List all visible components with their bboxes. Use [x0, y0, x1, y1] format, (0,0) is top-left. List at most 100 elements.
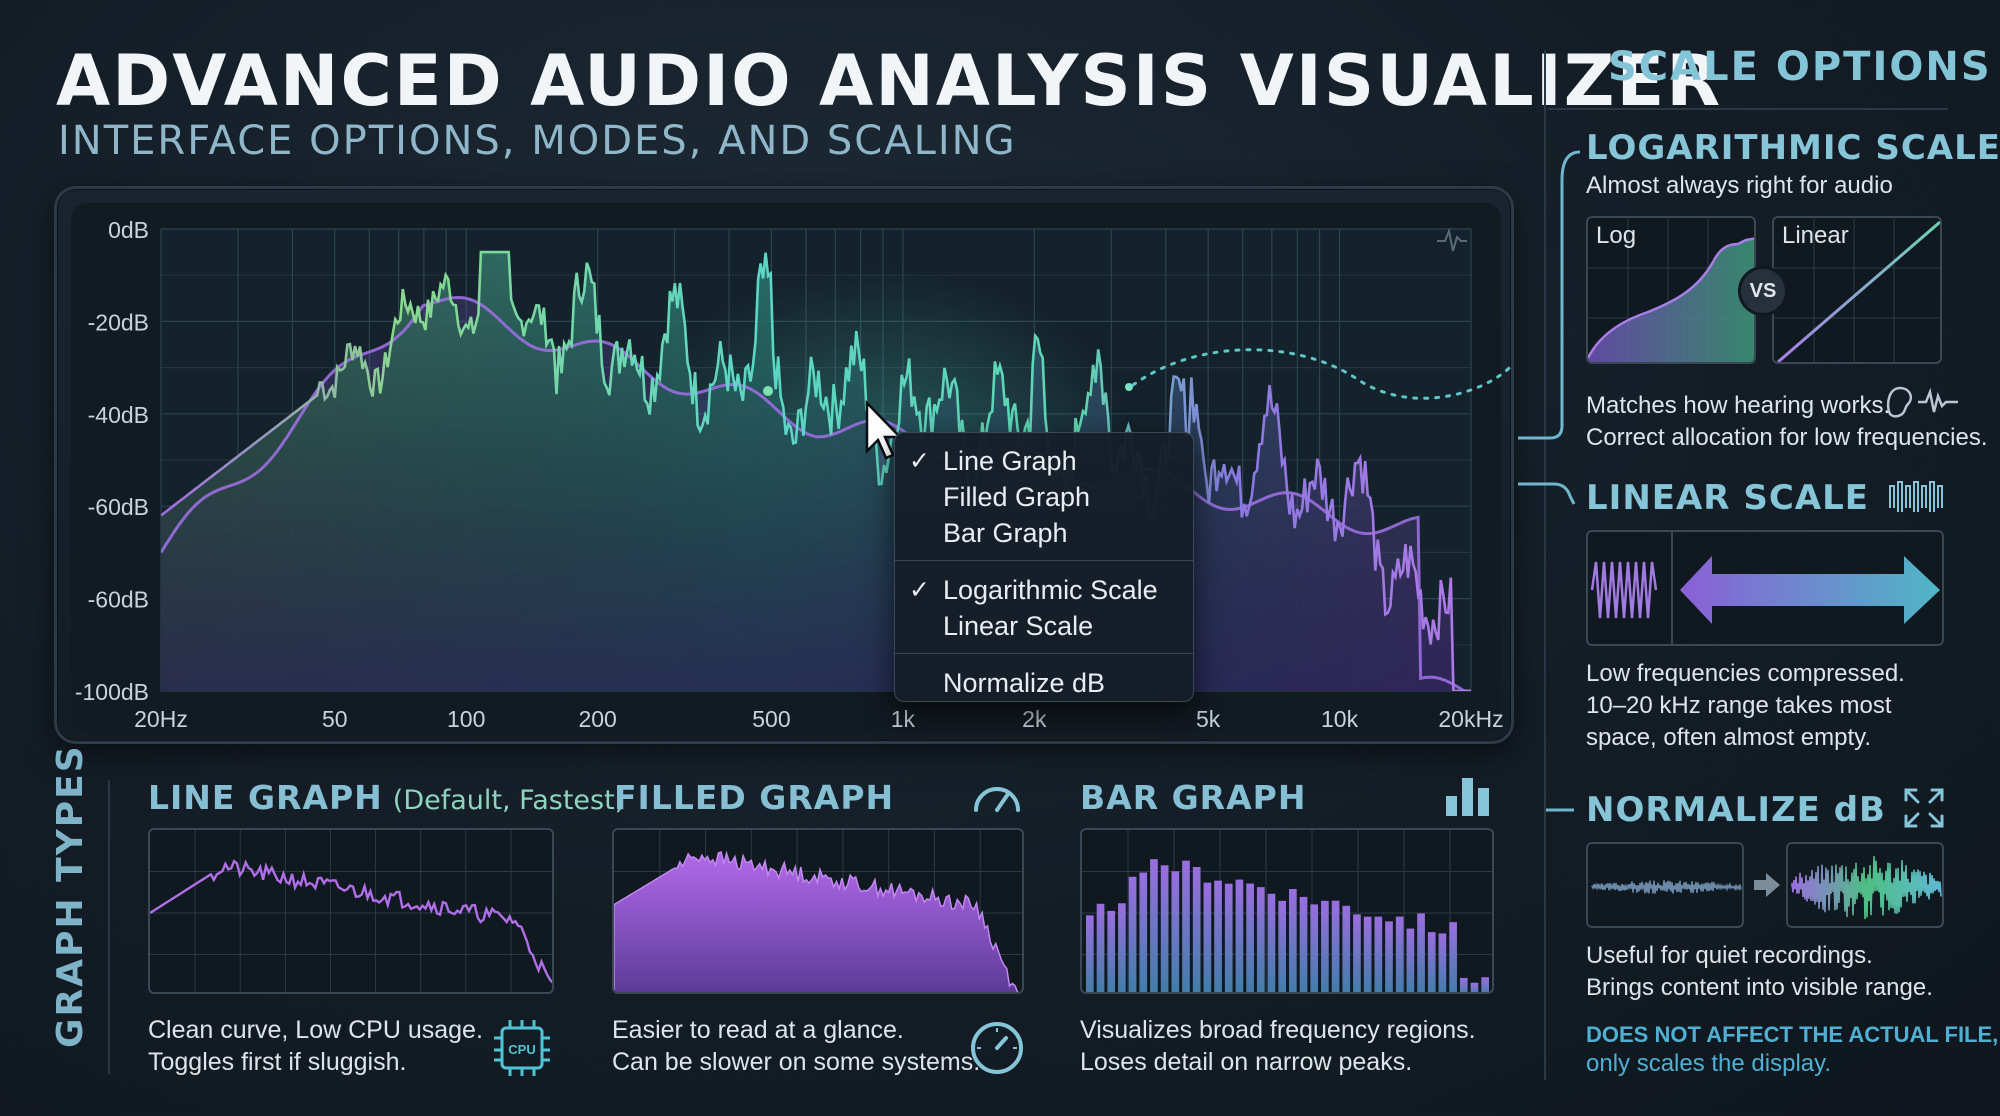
spectrum-plot: 0dB -20dB -40dB -60dB -60dB -100dB 20Hz 50 100 2… [71, 203, 1511, 733]
page-title: ADVANCED AUDIO ANALYSIS VISUALIZER [56, 40, 1723, 122]
check-icon: ✓ [909, 576, 930, 604]
filled-graph-desc: Easier to read at a glance. Can be slower… [612, 1016, 981, 1076]
mini-bar [1353, 914, 1361, 992]
linear-label: Linear [1782, 222, 1849, 249]
spectrum-analyzer[interactable]: 0dB -20dB -40dB -60dB -60dB -100dB 20Hz 50 100 2… [54, 186, 1514, 744]
stopwatch-icon [968, 1016, 1026, 1076]
mini-bar [1449, 922, 1457, 992]
mini-bar [1256, 887, 1265, 992]
y-tick-label: -40dB [88, 402, 149, 428]
mini-bar [1481, 977, 1489, 992]
arrow-right-icon [1752, 870, 1782, 900]
mini-bar [1267, 893, 1276, 992]
mini-bar [1342, 905, 1351, 992]
line-graph-preview[interactable] [148, 828, 554, 994]
mini-bar [1278, 900, 1286, 992]
mini-bar [1214, 880, 1222, 992]
mini-bar [1363, 916, 1372, 992]
line-graph-desc: Clean curve, Low CPU usage. Toggles first… [148, 1016, 483, 1076]
graph-types-label: GRAPH TYPES [50, 744, 91, 1048]
scale-options-rule [1548, 108, 1948, 110]
log-label: Log [1596, 222, 1637, 249]
mini-bar [1128, 876, 1137, 992]
linear-preview: Linear [1772, 216, 1942, 364]
bar-graph-desc: Visualizes broad frequency regions. Loses… [1080, 1016, 1476, 1076]
cpu-icon: CPU [492, 1020, 552, 1076]
mini-bar [1459, 977, 1468, 992]
speedometer-icon [970, 776, 1024, 816]
graph-types-divider [108, 780, 110, 1074]
x-tick-label: 50 [322, 706, 348, 732]
log-scale-subtitle: Almost always right for audio [1586, 172, 1893, 199]
log-scale-title: LOGARITHMIC SCALE [1586, 128, 2000, 168]
expand-icon [1902, 786, 1946, 830]
mini-bar [1107, 910, 1116, 992]
menu-item-bar-graph[interactable]: Bar Graph [943, 518, 1068, 548]
mini-bar [1160, 865, 1169, 992]
mini-bar [1235, 879, 1244, 992]
menu-item-linear-scale[interactable]: Linear Scale [943, 611, 1094, 641]
mini-bar [1470, 982, 1479, 992]
line-graph-preview-svg [150, 830, 552, 992]
mini-bar [1395, 916, 1404, 992]
check-icon: ✓ [909, 447, 930, 475]
x-tick-label: 1k [891, 706, 916, 732]
x-tick-label: 20kHz [1438, 706, 1503, 732]
y-tick-label: -20dB [88, 309, 149, 335]
x-tick-label: 200 [578, 706, 616, 732]
menu-item-logarithmic-scale[interactable]: ✓ Logarithmic Scale [895, 572, 1193, 608]
svg-text:CPU: CPU [508, 1042, 535, 1057]
linear-scale-preview [1586, 530, 1944, 646]
y-tick-label: 0dB [108, 217, 149, 243]
mini-bar [1086, 915, 1094, 992]
waveform-icon [1888, 478, 1944, 516]
mini-bar [1246, 883, 1254, 992]
filled-graph-preview-svg [614, 830, 1022, 992]
scale-options-title: SCALE OPTIONS [1608, 44, 1992, 90]
filled-graph-title: FILLED GRAPH [614, 778, 895, 817]
x-tick-label: 100 [447, 706, 485, 732]
filled-graph-preview[interactable] [612, 828, 1024, 994]
scale-bracket-lines [1518, 150, 1581, 812]
mini-bar [1139, 872, 1148, 992]
mini-bar [1118, 903, 1126, 992]
x-tick-label: 20Hz [134, 706, 188, 732]
menu-separator [895, 653, 1193, 654]
normalize-title: NORMALIZE dB [1586, 790, 1886, 830]
mini-bar [1224, 883, 1233, 992]
bar-graph-title: BAR GRAPH [1080, 778, 1307, 817]
ear-icon [1884, 384, 1960, 420]
mini-bar [1427, 932, 1436, 992]
mini-bar [1299, 896, 1308, 992]
log-preview: Log [1586, 216, 1756, 364]
menu-separator [895, 560, 1193, 561]
mini-bar [1150, 859, 1158, 992]
menu-item-line-graph[interactable]: ✓ Line Graph [895, 443, 1193, 479]
waveform-small-icon [1437, 227, 1467, 252]
x-tick-label: 2k [1022, 706, 1047, 732]
log-scale-desc: Matches how hearing works. Correct alloca… [1586, 392, 1988, 451]
mini-bar [1289, 888, 1297, 992]
x-tick-label: 5k [1196, 706, 1221, 732]
normalize-desc: Useful for quiet recordings. Brings conte… [1586, 942, 1933, 1001]
mini-bar [1385, 921, 1393, 992]
mini-bar [1171, 871, 1180, 992]
mini-bar [1310, 904, 1319, 992]
context-menu[interactable]: ✓ Line Graph Filled Graph Bar Graph ✓ Loga… [894, 432, 1194, 702]
normalize-before-preview [1586, 842, 1744, 928]
y-tick-label: -100dB [75, 679, 149, 705]
linear-scale-desc: Low frequencies compressed. 10–20 kHz ran… [1586, 660, 1905, 751]
line-graph-note: (Default, Fastest) [392, 785, 626, 816]
bar-graph-preview-svg [1082, 830, 1492, 992]
mini-bar [1438, 933, 1447, 992]
menu-item-filled-graph[interactable]: Filled Graph [943, 482, 1091, 512]
bar-chart-icon [1444, 774, 1492, 818]
menu-item-normalize-db[interactable]: Normalize dB [943, 668, 1106, 698]
bar-graph-preview[interactable] [1080, 828, 1494, 994]
line-graph-title: LINE GRAPH (Default, Fastest) [148, 778, 626, 817]
mini-bar [1406, 928, 1415, 992]
linear-scale-title: LINEAR SCALE [1586, 478, 1869, 518]
mini-bar [1374, 916, 1383, 992]
normalize-warning-note: only scales the display. [1586, 1050, 1832, 1077]
normalize-warning: DOES NOT AFFECT THE ACTUAL FILE, [1586, 1022, 1999, 1047]
